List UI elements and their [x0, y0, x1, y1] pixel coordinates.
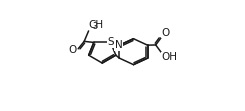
Text: N: N — [115, 40, 123, 50]
Text: CH: CH — [88, 20, 103, 30]
Text: O: O — [68, 45, 77, 55]
Text: O: O — [161, 28, 170, 38]
Text: OH: OH — [161, 52, 178, 62]
Text: S: S — [108, 37, 114, 47]
Text: 3: 3 — [93, 23, 98, 32]
